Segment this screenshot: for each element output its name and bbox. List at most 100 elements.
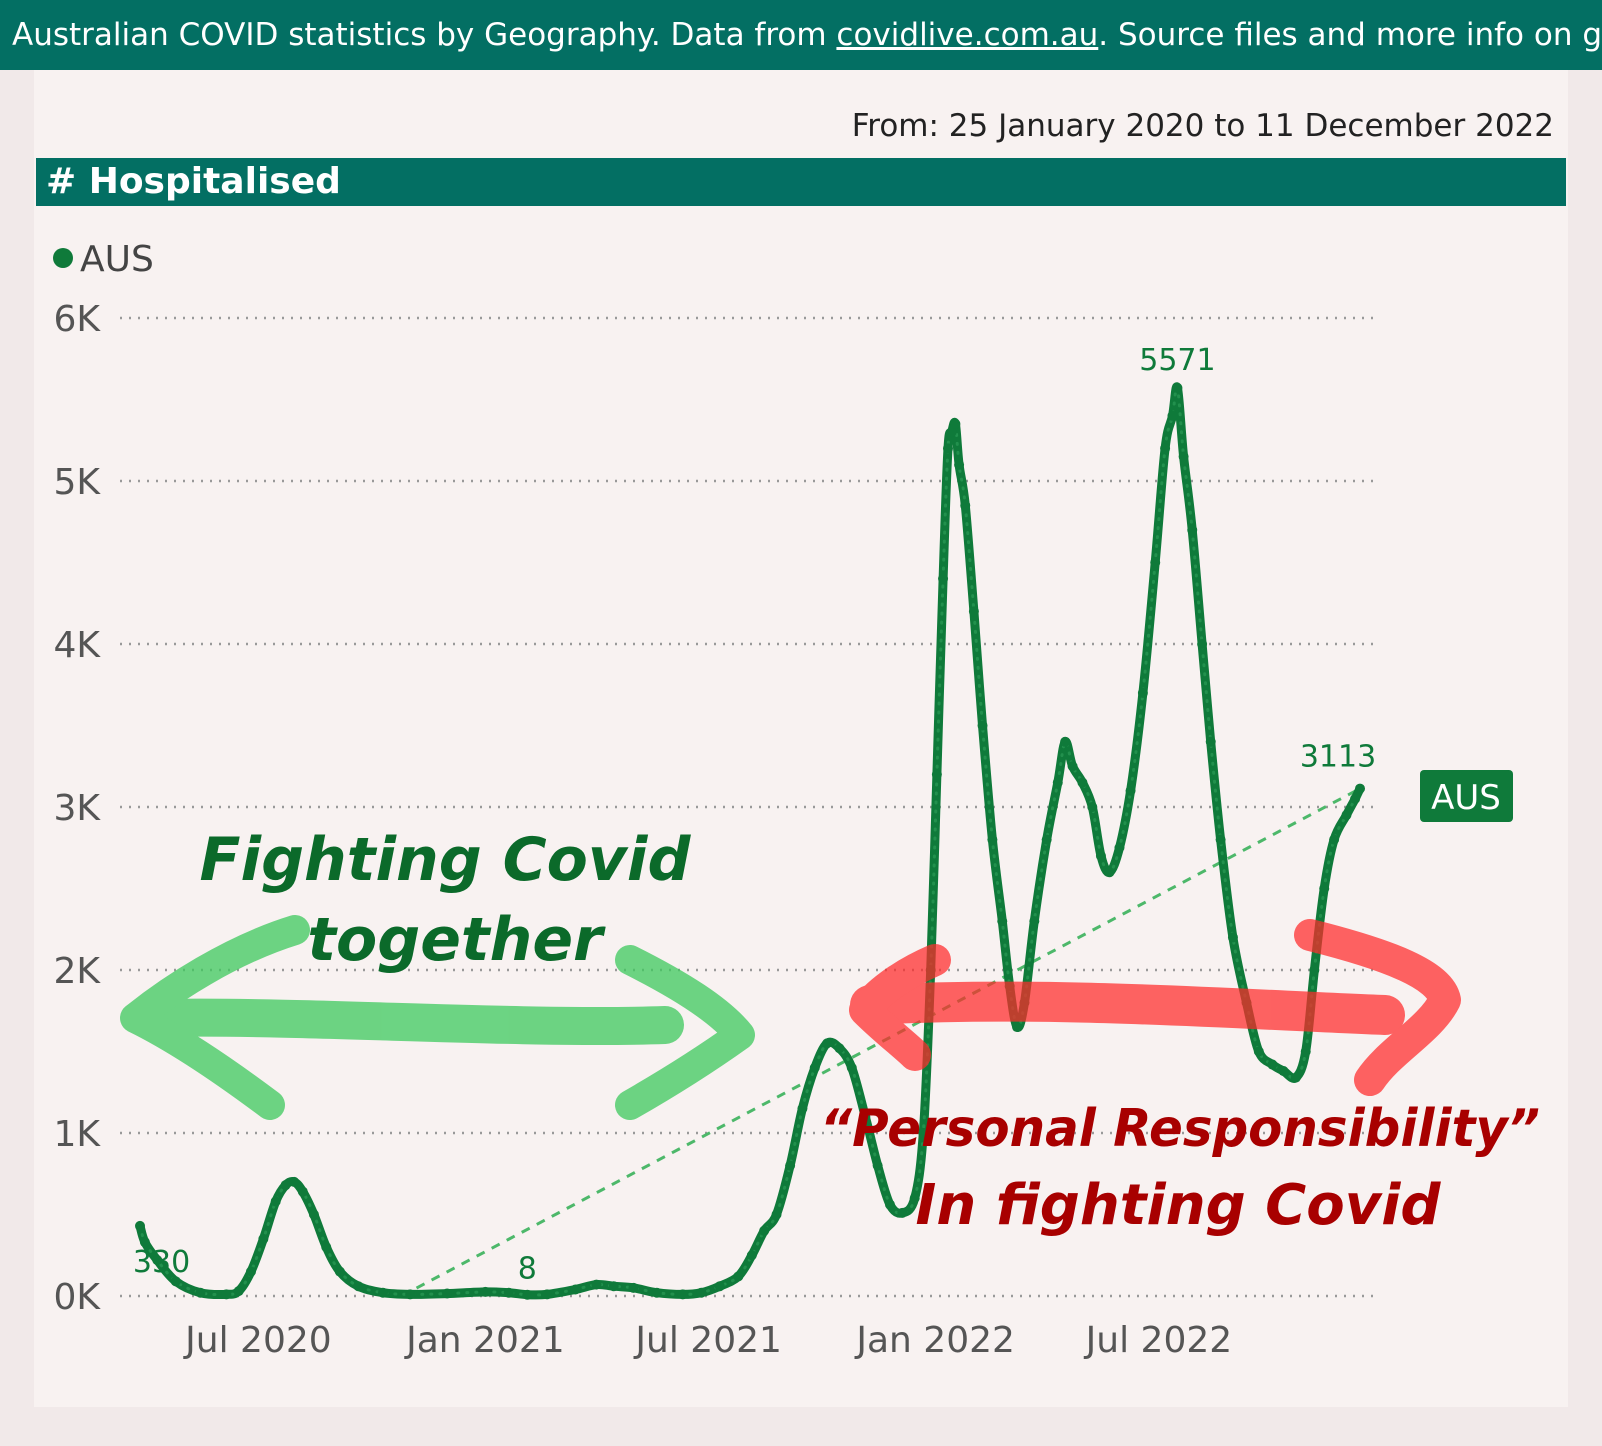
data-point — [1215, 834, 1226, 845]
trend-line — [400, 787, 1361, 1298]
y-tick-label: 6K — [53, 299, 101, 340]
grid-layer — [120, 316, 1380, 1298]
data-point — [872, 1160, 883, 1171]
data-point — [334, 1266, 345, 1277]
data-label-330: 330 — [133, 1245, 190, 1280]
red-annotation-line2: In fighting Covid — [916, 1173, 1442, 1238]
data-point — [1227, 932, 1238, 943]
data-point — [1187, 524, 1198, 535]
banner-text-after: . Source files and more info on gi — [1098, 17, 1602, 53]
data-point — [233, 1286, 244, 1297]
red-arrow-left-head — [849, 944, 951, 1071]
data-point — [1087, 802, 1098, 812]
data-point — [746, 1250, 757, 1261]
data-point — [246, 1266, 257, 1277]
data-point — [280, 1180, 291, 1191]
data-point — [353, 1281, 364, 1292]
data-point — [628, 1282, 639, 1293]
x-tick-label: Jul 2021 — [633, 1320, 782, 1361]
data-point — [960, 500, 971, 511]
data-point — [946, 427, 957, 438]
y-axis: 0K 1K 2K 3K 4K 5K 6K — [53, 299, 101, 1318]
data-point — [1341, 810, 1352, 821]
series-line-aus-dots — [138, 385, 1362, 1297]
data-point — [591, 1279, 602, 1290]
data-point — [968, 606, 979, 617]
y-tick-label: 2K — [53, 951, 101, 992]
covidlive-link[interactable]: covidlive.com.au — [836, 17, 1099, 53]
data-point — [987, 834, 998, 845]
data-point — [1172, 382, 1183, 393]
data-point — [195, 1287, 206, 1298]
date-range: From: 25 January 2020 to 11 December 202… — [851, 108, 1554, 144]
red-annotation-line1: “Personal Responsibility” — [820, 1099, 1540, 1159]
data-point — [1104, 867, 1115, 878]
data-point — [608, 1281, 619, 1292]
data-point — [1350, 793, 1361, 804]
data-point — [846, 1062, 857, 1073]
data-point — [1052, 777, 1063, 788]
green-annotation-line1: Fighting Covid — [200, 825, 692, 895]
red-double-arrow — [849, 919, 1461, 1096]
data-point — [1197, 639, 1208, 649]
green-arrow-shaft — [141, 998, 684, 1046]
green-annotation-line2: together — [307, 905, 606, 975]
data-label-5571: 5571 — [1139, 343, 1215, 378]
data-point — [270, 1196, 281, 1207]
data-point — [1095, 850, 1106, 861]
data-point — [442, 1288, 453, 1299]
data-point — [677, 1289, 688, 1300]
data-point — [139, 1237, 150, 1248]
data-point — [1355, 783, 1365, 794]
data-point — [522, 1289, 533, 1300]
data-point — [1290, 1072, 1301, 1083]
data-point — [809, 1062, 820, 1073]
data-point — [170, 1276, 181, 1287]
data-point — [289, 1176, 300, 1187]
data-point — [950, 418, 961, 429]
data-point — [503, 1287, 514, 1298]
data-point — [931, 769, 942, 780]
end-label-badge: AUS — [1420, 770, 1513, 822]
data-point — [405, 1289, 416, 1300]
y-tick-label: 1K — [53, 1114, 101, 1155]
chart-header: # Hospitalised — [36, 158, 1566, 206]
end-label-text: AUS — [1431, 778, 1501, 818]
x-tick-label: Jan 2021 — [404, 1320, 565, 1361]
data-point — [954, 459, 965, 470]
y-tick-label: 3K — [53, 788, 101, 829]
data-point — [1278, 1066, 1289, 1077]
data-point — [1309, 965, 1320, 975]
green-double-arrow — [120, 915, 755, 1120]
data-point — [1167, 410, 1178, 421]
data-point — [308, 1209, 319, 1220]
data-point — [942, 443, 953, 454]
data-point — [1253, 1046, 1264, 1057]
legend[interactable]: AUS — [53, 239, 154, 280]
legend-dot — [53, 248, 73, 268]
end-label-box — [1420, 770, 1513, 822]
data-point — [135, 1220, 145, 1231]
data-point — [733, 1271, 744, 1282]
data-point — [1160, 443, 1171, 454]
red-arrow-right-head — [1294, 919, 1461, 1096]
top-banner: Australian COVID statistics by Geography… — [0, 0, 1602, 70]
data-point — [1067, 761, 1078, 772]
data-point — [321, 1242, 332, 1253]
data-point — [938, 573, 949, 584]
data-point — [1150, 557, 1161, 568]
data-labels: 330 8 5571 3113 — [133, 343, 1376, 1287]
banner-text-before: Australian COVID statistics by Geography… — [12, 17, 837, 53]
x-tick-label: Jul 2020 — [183, 1320, 332, 1361]
data-point — [1041, 834, 1052, 845]
data-point — [1300, 1046, 1311, 1057]
data-point — [570, 1284, 581, 1295]
y-tick-label: 0K — [53, 1277, 101, 1318]
x-axis: Jul 2020 Jan 2021 Jul 2021 Jan 2022 Jul 2022 — [183, 1320, 1232, 1361]
data-point — [785, 1160, 796, 1171]
data-point — [258, 1233, 269, 1244]
x-tick-label: Jan 2022 — [854, 1320, 1015, 1361]
data-point — [1029, 916, 1040, 927]
data-point — [1060, 736, 1071, 747]
